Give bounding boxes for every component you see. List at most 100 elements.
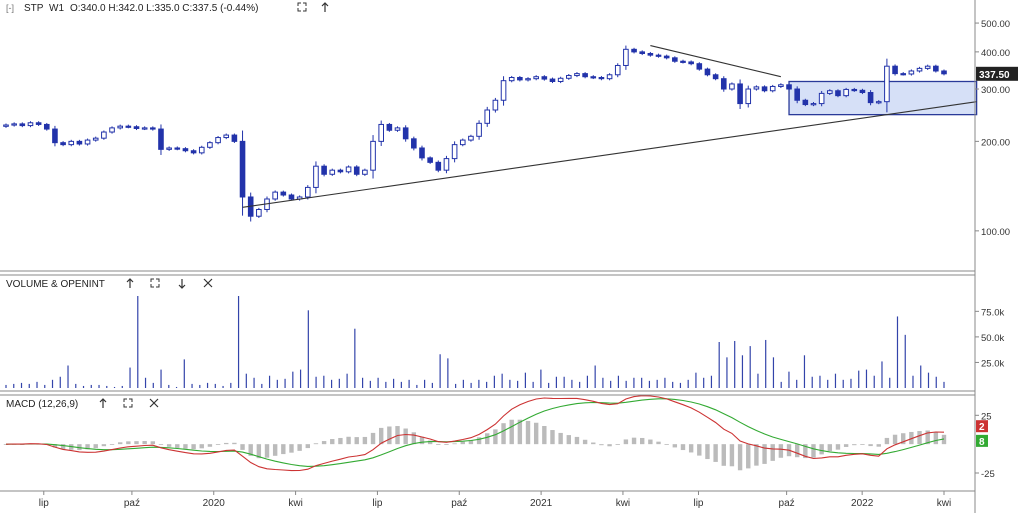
macd-histogram-bar (85, 444, 90, 450)
macd-histogram-bar (232, 442, 237, 445)
macd-histogram-bar (150, 441, 156, 445)
arrow-down-icon[interactable] (178, 279, 186, 289)
macd-histogram-bar (909, 431, 914, 445)
x-tick-label: lip (693, 498, 703, 509)
arrow-up-icon[interactable] (99, 398, 107, 408)
macd-histogram-bar (778, 444, 784, 458)
candle-body-up (614, 64, 621, 76)
candle (778, 83, 784, 89)
collapse-icon[interactable]: [-] (6, 3, 14, 13)
candle-body-down (411, 138, 417, 149)
candle (924, 64, 931, 70)
candle-body-down (402, 127, 409, 140)
candle (696, 62, 703, 71)
arrow-up-icon[interactable] (321, 2, 329, 12)
macd-histogram-bar (591, 442, 596, 445)
candle (459, 138, 466, 147)
consolidation-box (788, 80, 978, 116)
macd-histogram-bar (379, 427, 384, 445)
candle (76, 139, 83, 146)
candle-body-up (508, 76, 515, 82)
candle (158, 124, 164, 155)
macd-histogram-bar (835, 444, 841, 450)
macd-histogram-bar (729, 444, 735, 467)
x-tick-label: paź (779, 498, 795, 509)
candle-body-down (655, 54, 662, 57)
candle-body-down (802, 99, 809, 106)
candle-body-down (737, 83, 743, 105)
candle (27, 121, 34, 128)
maximize-icon[interactable] (297, 2, 307, 12)
macd-histogram-bar (615, 444, 620, 445)
candle-body-up (484, 109, 491, 124)
macd-histogram-bar (827, 444, 833, 452)
candle-body-down (76, 140, 83, 145)
macd-line (5, 395, 945, 472)
candle (166, 146, 172, 151)
candle-body-down (239, 140, 246, 198)
candle (867, 90, 874, 106)
candle (851, 87, 858, 92)
candle (427, 156, 433, 164)
candle (411, 136, 417, 151)
candle-body-up (745, 88, 752, 105)
macd-histogram-bar (215, 444, 221, 445)
candle (704, 67, 711, 77)
candle (272, 190, 278, 201)
trendline (650, 45, 781, 78)
y-tick-label: 100.00 (981, 227, 1010, 238)
candle (101, 130, 107, 140)
candle (566, 74, 572, 80)
macd-histogram-bar (256, 444, 262, 459)
macd-histogram-bar (852, 444, 857, 446)
candle (761, 85, 768, 93)
candle (802, 98, 809, 107)
macd-histogram-bar (142, 441, 147, 445)
candle (182, 147, 189, 153)
candle (492, 97, 499, 113)
candle-body-up (818, 92, 825, 105)
candle (476, 120, 482, 140)
candle (443, 155, 450, 174)
x-tick-label: paź (451, 498, 467, 509)
candle-body-down (720, 78, 727, 90)
candle-body-down (43, 123, 50, 130)
candle (582, 72, 588, 79)
candle (916, 66, 923, 73)
close-icon[interactable] (149, 398, 159, 408)
signal-value-label: 8 (979, 437, 985, 448)
y-tick-label: -25 (981, 469, 995, 480)
x-tick-label: kwi (288, 498, 302, 509)
macd-histogram-bar (599, 444, 604, 446)
macd-histogram-bar (517, 419, 523, 445)
candle (468, 134, 474, 142)
candle-body-up (875, 101, 882, 104)
candle (362, 168, 368, 176)
signal-value-badge (976, 434, 988, 447)
macd-histogram-bar (93, 444, 98, 449)
close-icon[interactable] (203, 278, 213, 288)
macd-histogram-bar (224, 442, 229, 445)
macd-histogram-bar (264, 444, 270, 458)
candle-body-up (468, 135, 474, 141)
macd-value-label: 2 (979, 422, 985, 433)
y-tick-label: 75.0k (981, 307, 1004, 318)
macd-histogram-bar (762, 444, 767, 464)
candle-body-down (321, 165, 327, 175)
candle-body-up (451, 144, 458, 160)
candle-body-up (778, 84, 784, 87)
y-tick-label: 500.00 (981, 19, 1010, 30)
candle-body-up (443, 158, 450, 171)
candle (794, 86, 800, 104)
maximize-icon[interactable] (150, 278, 160, 288)
maximize-icon[interactable] (123, 398, 133, 408)
arrow-up-icon[interactable] (126, 278, 134, 288)
macd-histogram-bar (582, 439, 588, 445)
macd-histogram-bar (501, 423, 506, 445)
candle (908, 69, 915, 76)
candle (557, 76, 564, 84)
candle (827, 89, 833, 95)
candle-body-down (688, 61, 694, 65)
candle (288, 193, 295, 201)
candle-body-up (11, 123, 17, 126)
